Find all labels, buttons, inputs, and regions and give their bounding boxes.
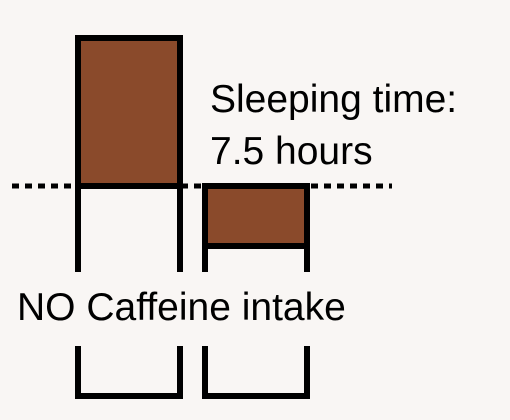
right-cup-fill <box>202 183 310 249</box>
left-cup-fill <box>75 35 183 189</box>
sleeping-time-label: Sleeping time: <box>210 78 458 121</box>
left-cup-bottom <box>75 346 183 399</box>
no-caffeine-label: NO Caffeine intake <box>17 286 346 329</box>
right-cup-bottom <box>202 346 310 399</box>
sleeping-time-value: 7.5 hours <box>210 130 373 173</box>
